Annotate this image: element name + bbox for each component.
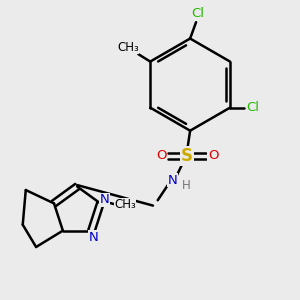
Text: N: N: [167, 174, 177, 187]
Text: O: O: [208, 149, 218, 162]
Text: S: S: [181, 147, 193, 165]
Text: Cl: Cl: [191, 8, 204, 20]
Text: O: O: [156, 149, 166, 162]
Text: Cl: Cl: [247, 101, 260, 114]
Text: N: N: [100, 193, 110, 206]
Text: CH₃: CH₃: [114, 198, 136, 212]
Text: N: N: [89, 231, 99, 244]
Text: CH₃: CH₃: [117, 41, 139, 54]
Text: H: H: [182, 179, 191, 192]
